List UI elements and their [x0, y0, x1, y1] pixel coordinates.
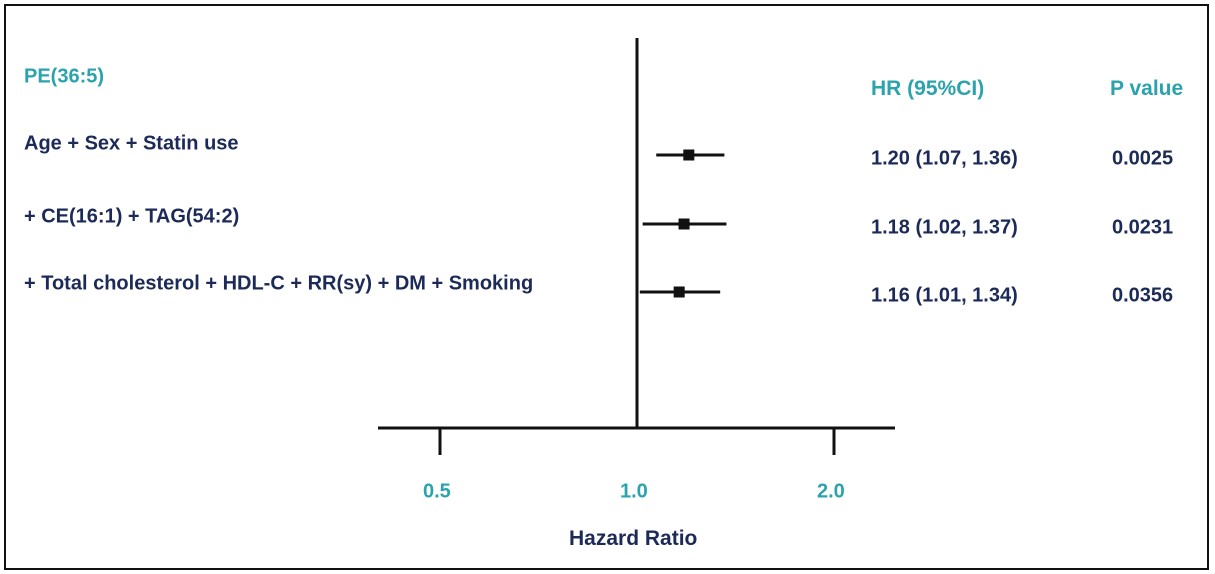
p-column-header: P value — [1110, 77, 1184, 100]
hr-column-header: HR (95%CI) — [871, 77, 985, 100]
hr-ci-text: 1.16 (1.01, 1.34) — [871, 284, 1018, 307]
hr-point — [678, 218, 690, 230]
p-value-text: 0.0356 — [1112, 284, 1174, 307]
row-label: + Total cholesterol + HDL-C + RR(sy) + D… — [24, 272, 534, 295]
p-value-text: 0.0025 — [1112, 147, 1174, 170]
hr-point — [683, 149, 695, 161]
x-tick-label: 0.5 — [423, 480, 451, 503]
hr-ci-text: 1.18 (1.02, 1.37) — [871, 216, 1018, 239]
hr-ci-text: 1.20 (1.07, 1.36) — [871, 147, 1018, 170]
x-tick-label: 2.0 — [817, 480, 845, 503]
x-tick-label: 1.0 — [620, 480, 648, 503]
row-label: + CE(16:1) + TAG(54:2) — [24, 205, 240, 228]
figure-frame — [4, 4, 1209, 570]
exposure-label: PE(36:5) — [24, 65, 105, 88]
row-label: Age + Sex + Statin use — [24, 132, 239, 155]
p-value-text: 0.0231 — [1112, 216, 1174, 239]
hr-point — [673, 286, 685, 298]
x-axis-label: Hazard Ratio — [569, 527, 698, 550]
